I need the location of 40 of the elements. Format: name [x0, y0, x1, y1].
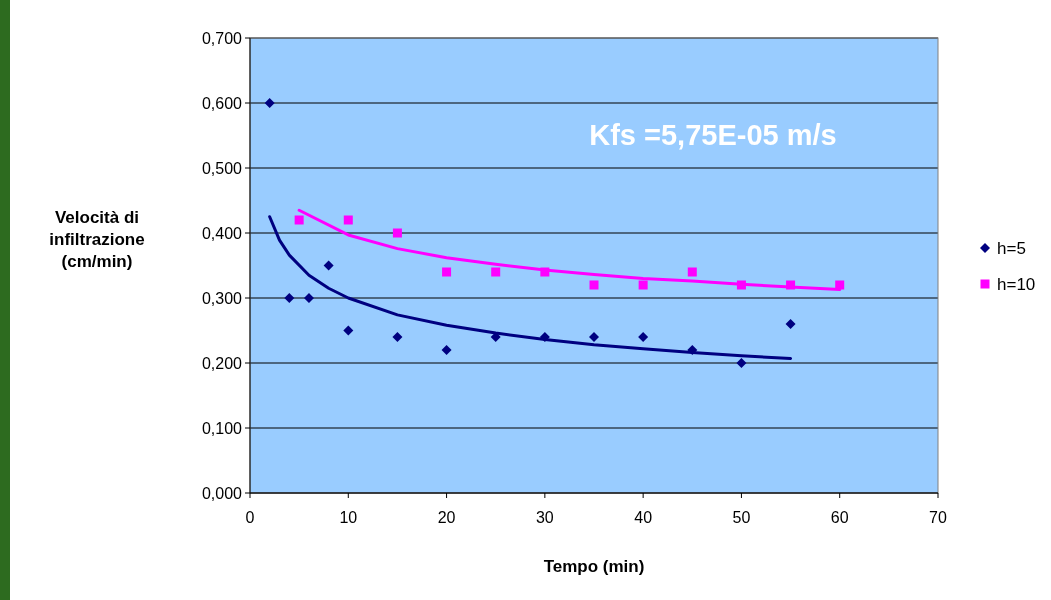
x-tick-label: 40	[634, 509, 653, 526]
x-tick-label: 70	[929, 509, 947, 526]
point	[589, 280, 599, 290]
point	[264, 98, 275, 108]
point	[638, 332, 649, 342]
point	[785, 319, 796, 329]
point	[687, 267, 697, 277]
x-tick-label: 10	[339, 509, 358, 526]
point	[284, 293, 295, 303]
point	[392, 332, 403, 342]
point	[638, 280, 648, 290]
y-tick-label: 0,300	[201, 289, 243, 307]
y-tick-label: 0,100	[201, 419, 243, 437]
point	[442, 267, 452, 277]
point	[491, 267, 501, 277]
point	[343, 215, 353, 225]
x-tick-label: 50	[732, 509, 751, 526]
y-tick-label: 0,700	[201, 29, 243, 47]
y-tick-label: 0,000	[201, 484, 243, 502]
point	[589, 332, 599, 342]
legend-label: h=10	[997, 274, 1036, 294]
y-tick-label: 0,500	[201, 159, 243, 177]
x-tick-label: 30	[535, 509, 554, 526]
point	[303, 293, 314, 303]
y-axis-title: Velocità di infiltrazione (cm/min)	[49, 208, 145, 271]
y-tick-label: 0,200	[201, 354, 243, 372]
legend-label: h=5	[997, 238, 1026, 258]
x-tick-label: 20	[437, 509, 456, 526]
point	[441, 345, 452, 355]
point	[323, 260, 334, 271]
point	[736, 358, 747, 368]
x-tick-label: 0	[245, 509, 255, 526]
point	[294, 215, 304, 225]
y-tick-label: 0,400	[201, 224, 243, 242]
x-axis-title: Tempo (min)	[543, 557, 645, 576]
y-tick-label: 0,600	[201, 94, 243, 112]
point	[343, 325, 354, 336]
annotation: Kfs =5,75E-05 m/s	[589, 119, 837, 151]
x-tick-label: 60	[830, 509, 849, 526]
point	[392, 228, 402, 238]
